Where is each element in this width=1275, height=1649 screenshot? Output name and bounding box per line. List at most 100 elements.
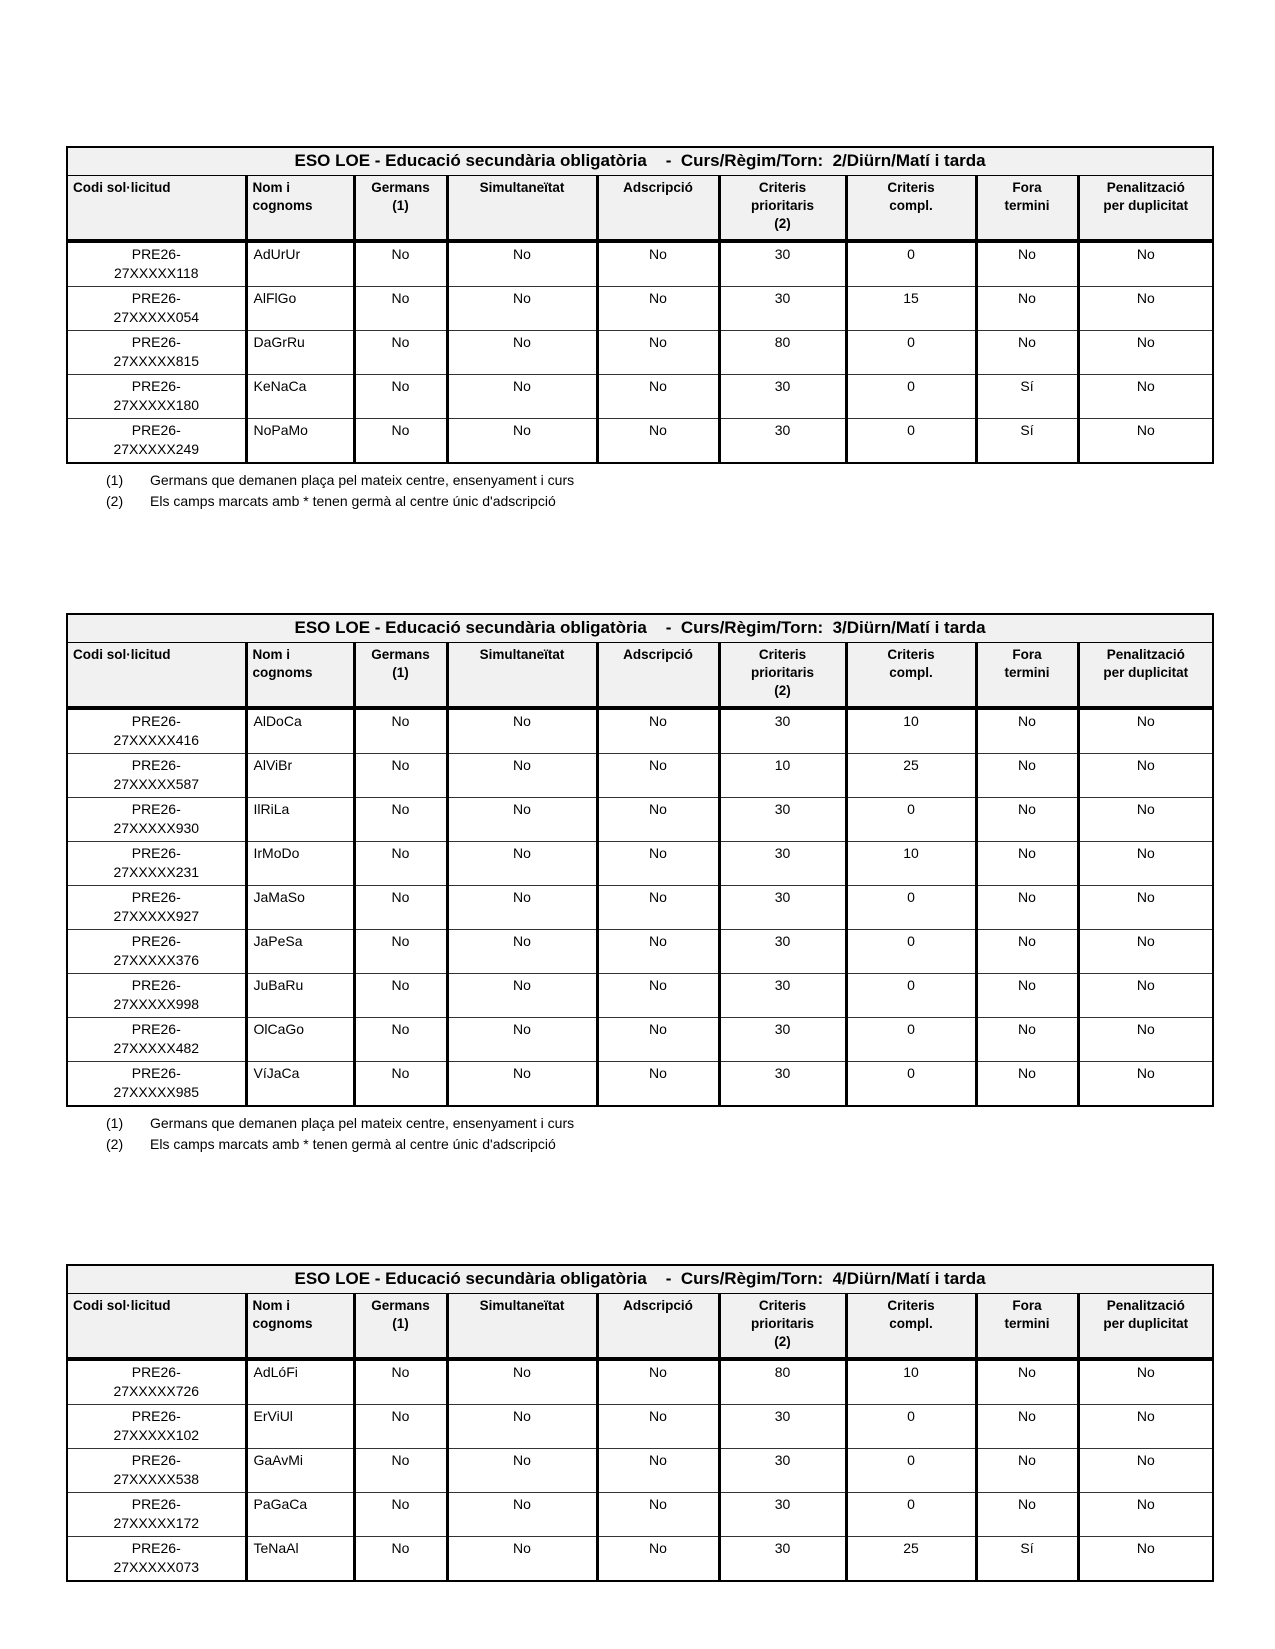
cell-criteris-prioritaris: 30 <box>717 1448 846 1493</box>
cell-penalitzacio-per-duplicitat: No <box>1076 1448 1214 1493</box>
column-header-codi-sollicitud: Codi sol·licitud <box>67 642 246 710</box>
cell-adscripcio: No <box>595 286 719 331</box>
cell-germans: No <box>352 753 447 798</box>
cell-codi-sollicitud: PRE26- 27XXXXX180 <box>67 374 246 419</box>
cell-codi-sollicitud: PRE26- 27XXXXX231 <box>67 841 246 886</box>
table-row: PRE26- 27XXXXX054 AlFlGo No No No 30 15 No No <box>67 286 1214 331</box>
cell-fora-termini: No <box>974 1061 1078 1106</box>
cell-nom-i-cognoms: AdLóFi <box>244 1359 354 1405</box>
cell-fora-termini: No <box>974 753 1078 798</box>
cell-penalitzacio-per-duplicitat: No <box>1076 241 1214 287</box>
cell-fora-termini: No <box>974 1448 1078 1493</box>
cell-codi-sollicitud: PRE26- 27XXXXX376 <box>67 929 246 974</box>
column-header-codi-sollicitud: Codi sol·licitud <box>67 175 246 243</box>
cell-codi-sollicitud: PRE26- 27XXXXX102 <box>67 1404 246 1449</box>
cell-penalitzacio-per-duplicitat: No <box>1076 1492 1214 1537</box>
column-header-fora-termini: Fora termini <box>974 642 1078 710</box>
cell-fora-termini: No <box>974 708 1078 754</box>
table-row: PRE26- 27XXXXX249 NoPaMo No No No 30 0 Sí No <box>67 418 1214 463</box>
tables-root: ESO LOE - Educació secundària obligatòri… <box>66 146 1275 1582</box>
admissions-table-section: ESO LOE - Educació secundària obligatòri… <box>66 1264 1215 1582</box>
cell-codi-sollicitud: PRE26- 27XXXXX073 <box>67 1536 246 1581</box>
table-title: ESO LOE - Educació secundària obligatòri… <box>67 147 1214 176</box>
column-header-penalitzacio-per-duplicitat: Penalització per duplicitat <box>1076 642 1214 710</box>
cell-penalitzacio-per-duplicitat: No <box>1076 929 1214 974</box>
table-row: PRE26- 27XXXXX102 ErViUl No No No 30 0 No No <box>67 1404 1214 1449</box>
cell-adscripcio: No <box>595 1536 719 1581</box>
cell-adscripcio: No <box>595 797 719 842</box>
cell-nom-i-cognoms: DaGrRu <box>244 330 354 375</box>
column-header-simultaneitat: Simultaneïtat <box>445 1293 597 1361</box>
cell-nom-i-cognoms: IrMoDo <box>244 841 354 886</box>
cell-simultaneitat: No <box>445 418 597 463</box>
cell-nom-i-cognoms: VíJaCa <box>244 1061 354 1106</box>
cell-codi-sollicitud: PRE26- 27XXXXX985 <box>67 1061 246 1106</box>
cell-nom-i-cognoms: NoPaMo <box>244 418 354 463</box>
cell-germans: No <box>352 1448 447 1493</box>
table-row: PRE26- 27XXXXX416 AlDoCa No No No 30 10 No No <box>67 708 1214 754</box>
cell-nom-i-cognoms: AlViBr <box>244 753 354 798</box>
table-row: PRE26- 27XXXXX073 TeNaAl No No No 30 25 Sí No <box>67 1536 1214 1581</box>
cell-nom-i-cognoms: KeNaCa <box>244 374 354 419</box>
table-title: ESO LOE - Educació secundària obligatòri… <box>67 1265 1214 1294</box>
cell-codi-sollicitud: PRE26- 27XXXXX927 <box>67 885 246 930</box>
column-header-fora-termini: Fora termini <box>974 1293 1078 1361</box>
cell-fora-termini: No <box>974 1404 1078 1449</box>
cell-criteris-compl: 15 <box>844 286 976 331</box>
cell-fora-termini: Sí <box>974 1536 1078 1581</box>
table-row: PRE26- 27XXXXX172 PaGaCa No No No 30 0 No No <box>67 1492 1214 1537</box>
cell-criteris-prioritaris: 80 <box>717 330 846 375</box>
cell-germans: No <box>352 1017 447 1062</box>
cell-adscripcio: No <box>595 929 719 974</box>
cell-fora-termini: No <box>974 241 1078 287</box>
cell-criteris-compl: 0 <box>844 1492 976 1537</box>
cell-nom-i-cognoms: AlDoCa <box>244 708 354 754</box>
cell-adscripcio: No <box>595 1404 719 1449</box>
cell-germans: No <box>352 418 447 463</box>
column-header-germans: Germans (1) <box>352 175 447 243</box>
cell-criteris-compl: 0 <box>844 330 976 375</box>
cell-codi-sollicitud: PRE26- 27XXXXX930 <box>67 797 246 842</box>
cell-adscripcio: No <box>595 418 719 463</box>
cell-germans: No <box>352 286 447 331</box>
cell-simultaneitat: No <box>445 753 597 798</box>
cell-nom-i-cognoms: JaPeSa <box>244 929 354 974</box>
column-header-germans: Germans (1) <box>352 1293 447 1361</box>
cell-criteris-prioritaris: 30 <box>717 841 846 886</box>
table-row: PRE26- 27XXXXX726 AdLóFi No No No 80 10 No No <box>67 1359 1214 1405</box>
cell-penalitzacio-per-duplicitat: No <box>1076 1061 1214 1106</box>
cell-simultaneitat: No <box>445 708 597 754</box>
footnote-marker: (2) <box>106 1136 124 1152</box>
admissions-table: ESO LOE - Educació secundària obligatòri… <box>66 613 1215 1107</box>
cell-criteris-prioritaris: 30 <box>717 885 846 930</box>
cell-penalitzacio-per-duplicitat: No <box>1076 708 1214 754</box>
cell-codi-sollicitud: PRE26- 27XXXXX054 <box>67 286 246 331</box>
table-row: PRE26- 27XXXXX927 JaMaSo No No No 30 0 No No <box>67 885 1214 930</box>
column-header-criteris-compl: Criteris compl. <box>844 642 976 710</box>
column-header-adscripcio: Adscripció <box>595 642 719 710</box>
cell-penalitzacio-per-duplicitat: No <box>1076 374 1214 419</box>
admissions-table-section: ESO LOE - Educació secundària obligatòri… <box>66 146 1215 512</box>
cell-nom-i-cognoms: JaMaSo <box>244 885 354 930</box>
column-header-nom-i-cognoms: Nom i cognoms <box>244 1293 354 1361</box>
cell-criteris-prioritaris: 30 <box>717 286 846 331</box>
cell-codi-sollicitud: PRE26- 27XXXXX249 <box>67 418 246 463</box>
cell-simultaneitat: No <box>445 1404 597 1449</box>
cell-penalitzacio-per-duplicitat: No <box>1076 286 1214 331</box>
column-header-codi-sollicitud: Codi sol·licitud <box>67 1293 246 1361</box>
cell-nom-i-cognoms: ErViUl <box>244 1404 354 1449</box>
cell-penalitzacio-per-duplicitat: No <box>1076 418 1214 463</box>
column-header-penalitzacio-per-duplicitat: Penalització per duplicitat <box>1076 1293 1214 1361</box>
cell-fora-termini: No <box>974 841 1078 886</box>
footnote-marker: (1) <box>106 1115 124 1131</box>
table-row: PRE26- 27XXXXX815 DaGrRu No No No 80 0 No No <box>67 330 1214 375</box>
cell-penalitzacio-per-duplicitat: No <box>1076 885 1214 930</box>
table-header-row: Codi sol·licitud Nom i cognoms Germans (1)… <box>67 1293 1214 1361</box>
cell-criteris-compl: 10 <box>844 1359 976 1405</box>
cell-criteris-prioritaris: 80 <box>717 1359 846 1405</box>
cell-criteris-compl: 0 <box>844 241 976 287</box>
column-header-criteris-prioritaris: Criteris prioritaris (2) <box>717 1293 846 1361</box>
admissions-table-section: ESO LOE - Educació secundària obligatòri… <box>66 613 1215 1155</box>
cell-adscripcio: No <box>595 885 719 930</box>
footnote-text: Els camps marcats amb * tenen germà al c… <box>150 493 556 509</box>
